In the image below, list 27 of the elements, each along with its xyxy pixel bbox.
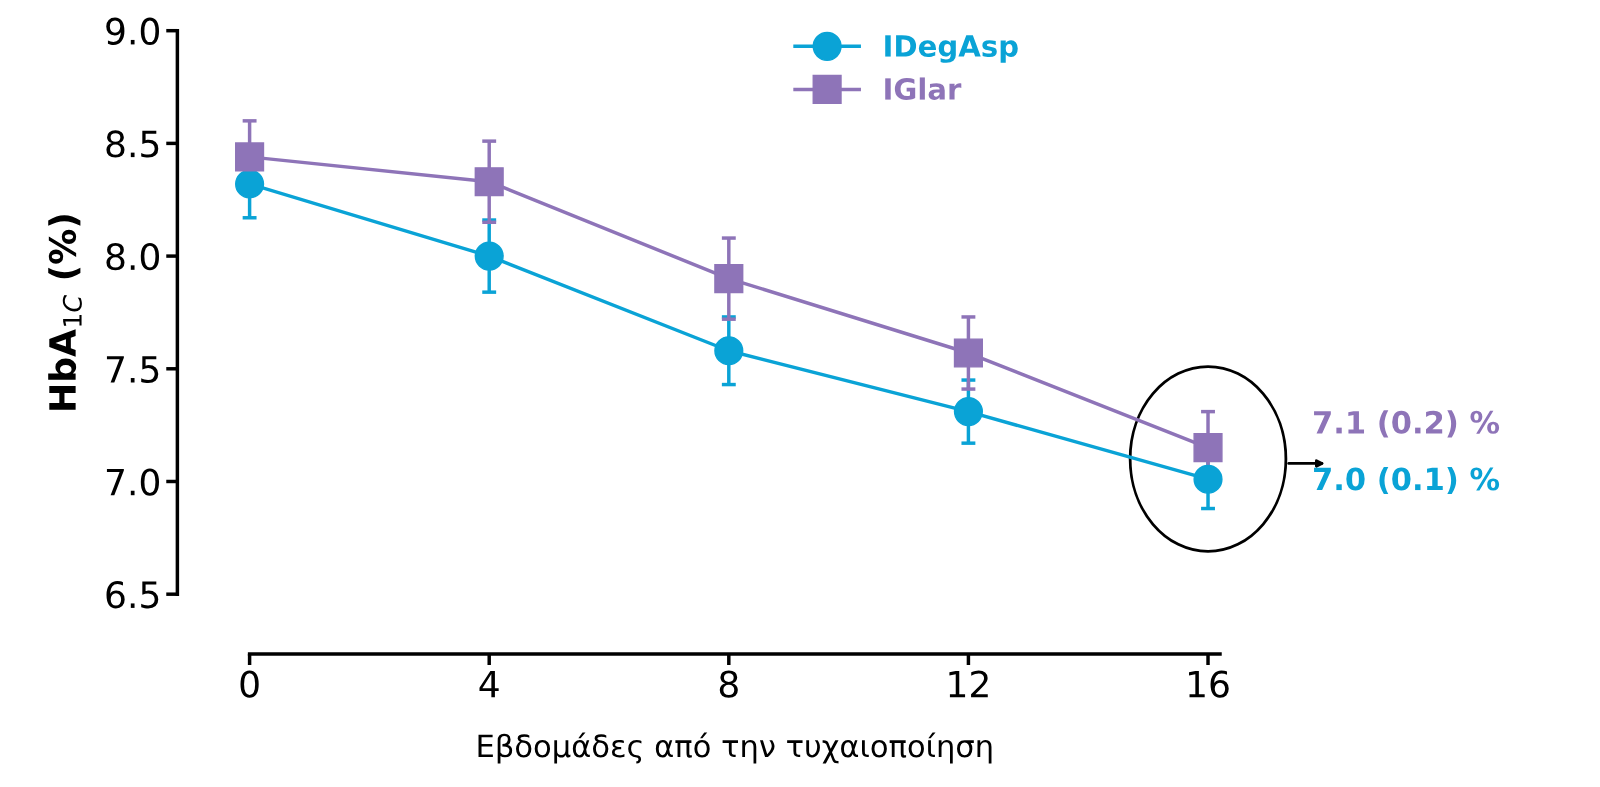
point bbox=[474, 167, 504, 197]
point bbox=[953, 397, 983, 427]
point bbox=[474, 241, 504, 271]
y-tick-label: 8.0 bbox=[106, 243, 160, 271]
point bbox=[235, 169, 265, 199]
point bbox=[235, 142, 265, 172]
x-tick-label: 16 bbox=[1189, 670, 1229, 698]
point bbox=[714, 264, 744, 294]
point bbox=[714, 336, 744, 366]
x-tick-label: 12 bbox=[949, 670, 988, 698]
point bbox=[1193, 433, 1223, 463]
legend-label: IGlar bbox=[885, 77, 962, 101]
y-tick-label: 8.5 bbox=[106, 130, 159, 158]
y-tick-label: 6.5 bbox=[106, 581, 159, 609]
y-tick-label: 7.5 bbox=[106, 356, 159, 384]
x-tick-label: 4 bbox=[479, 670, 499, 698]
text: 7.0 (0.1) % bbox=[1314, 466, 1500, 495]
x-tick-label: 8 bbox=[719, 670, 738, 698]
y-axis-title: HbA$_{1C}$ (%) bbox=[48, 215, 82, 410]
x-tick-label: 0 bbox=[240, 670, 259, 698]
x-axis-title: Εβδομάδες από την τυχαιοποίηση bbox=[478, 732, 992, 764]
y-tick-label: 9.0 bbox=[106, 17, 160, 45]
text: 7.1 (0.2) % bbox=[1314, 410, 1500, 438]
point bbox=[1193, 464, 1223, 494]
point bbox=[953, 338, 983, 368]
y-tick-label: 7.0 bbox=[106, 468, 160, 496]
legend-label: IDegAsp bbox=[885, 35, 1018, 63]
